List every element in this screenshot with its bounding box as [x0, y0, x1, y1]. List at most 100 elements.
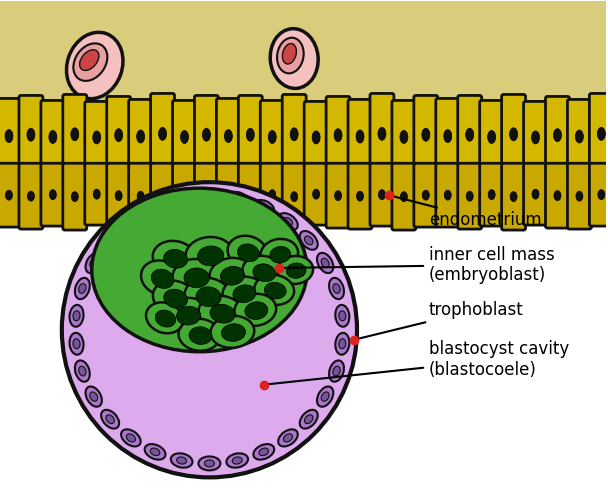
Ellipse shape — [444, 190, 451, 200]
Ellipse shape — [27, 128, 35, 141]
Ellipse shape — [554, 191, 561, 201]
FancyBboxPatch shape — [370, 163, 394, 226]
Ellipse shape — [49, 190, 57, 200]
FancyBboxPatch shape — [370, 93, 394, 167]
Ellipse shape — [221, 324, 246, 341]
Ellipse shape — [300, 410, 318, 428]
FancyBboxPatch shape — [173, 100, 196, 167]
Ellipse shape — [225, 190, 232, 200]
Ellipse shape — [278, 429, 298, 447]
Ellipse shape — [235, 294, 276, 326]
FancyBboxPatch shape — [326, 96, 350, 167]
Ellipse shape — [198, 246, 224, 266]
Ellipse shape — [126, 218, 136, 226]
Ellipse shape — [553, 129, 561, 142]
Ellipse shape — [356, 191, 364, 201]
FancyBboxPatch shape — [260, 100, 284, 167]
FancyBboxPatch shape — [392, 163, 416, 230]
Ellipse shape — [93, 189, 100, 199]
Ellipse shape — [246, 128, 254, 141]
Ellipse shape — [300, 231, 318, 250]
FancyBboxPatch shape — [523, 101, 547, 167]
Ellipse shape — [78, 284, 86, 293]
Ellipse shape — [106, 236, 114, 245]
FancyBboxPatch shape — [195, 163, 218, 227]
FancyBboxPatch shape — [480, 163, 503, 226]
FancyBboxPatch shape — [151, 93, 174, 167]
FancyBboxPatch shape — [545, 96, 570, 167]
FancyBboxPatch shape — [414, 95, 438, 167]
Ellipse shape — [204, 193, 215, 200]
FancyBboxPatch shape — [85, 163, 109, 225]
FancyBboxPatch shape — [129, 163, 153, 229]
Ellipse shape — [339, 339, 346, 349]
Ellipse shape — [232, 196, 242, 203]
Ellipse shape — [137, 191, 144, 201]
FancyBboxPatch shape — [19, 163, 43, 229]
Ellipse shape — [75, 360, 90, 382]
Ellipse shape — [575, 130, 584, 143]
Ellipse shape — [283, 218, 292, 226]
FancyBboxPatch shape — [523, 163, 547, 225]
FancyBboxPatch shape — [19, 95, 43, 167]
Ellipse shape — [177, 196, 187, 203]
FancyBboxPatch shape — [107, 96, 131, 167]
Ellipse shape — [210, 258, 253, 292]
Ellipse shape — [532, 189, 539, 199]
Text: blastocyst cavity
(blastocoele): blastocyst cavity (blastocoele) — [267, 340, 569, 385]
Ellipse shape — [106, 415, 114, 423]
Ellipse shape — [259, 448, 269, 456]
Ellipse shape — [145, 444, 165, 460]
Ellipse shape — [378, 190, 385, 200]
FancyBboxPatch shape — [304, 163, 328, 225]
FancyBboxPatch shape — [392, 100, 416, 167]
FancyBboxPatch shape — [282, 94, 306, 167]
Ellipse shape — [291, 192, 298, 202]
Ellipse shape — [305, 236, 313, 245]
Ellipse shape — [27, 191, 35, 201]
FancyBboxPatch shape — [129, 99, 153, 167]
Ellipse shape — [423, 190, 429, 200]
Ellipse shape — [531, 131, 539, 144]
Ellipse shape — [210, 304, 235, 323]
Ellipse shape — [466, 128, 474, 141]
FancyBboxPatch shape — [41, 100, 65, 167]
Ellipse shape — [71, 128, 79, 141]
Ellipse shape — [171, 192, 193, 206]
FancyBboxPatch shape — [304, 101, 328, 167]
Ellipse shape — [313, 189, 320, 199]
FancyBboxPatch shape — [567, 163, 592, 229]
Ellipse shape — [181, 192, 188, 202]
Ellipse shape — [305, 415, 313, 423]
Ellipse shape — [335, 333, 350, 355]
Ellipse shape — [203, 190, 210, 200]
FancyBboxPatch shape — [567, 99, 592, 167]
Ellipse shape — [49, 131, 57, 144]
Ellipse shape — [73, 311, 80, 321]
Ellipse shape — [290, 128, 298, 141]
Ellipse shape — [71, 192, 78, 202]
Ellipse shape — [101, 231, 119, 250]
Ellipse shape — [226, 453, 248, 468]
Ellipse shape — [164, 289, 187, 308]
Ellipse shape — [510, 192, 517, 202]
Ellipse shape — [329, 360, 344, 382]
FancyBboxPatch shape — [458, 163, 482, 229]
Ellipse shape — [510, 128, 517, 141]
Ellipse shape — [233, 285, 256, 302]
Text: trophoblast: trophoblast — [357, 301, 523, 339]
Ellipse shape — [153, 241, 196, 275]
Text: endometrium: endometrium — [392, 196, 542, 229]
FancyBboxPatch shape — [195, 95, 218, 167]
Ellipse shape — [335, 305, 350, 327]
Ellipse shape — [400, 131, 408, 144]
FancyBboxPatch shape — [589, 93, 608, 167]
Ellipse shape — [334, 129, 342, 142]
Ellipse shape — [5, 130, 13, 143]
Ellipse shape — [334, 191, 342, 201]
Ellipse shape — [597, 128, 606, 140]
FancyBboxPatch shape — [216, 163, 240, 227]
Ellipse shape — [93, 131, 101, 144]
Ellipse shape — [401, 192, 407, 202]
Ellipse shape — [488, 131, 496, 144]
